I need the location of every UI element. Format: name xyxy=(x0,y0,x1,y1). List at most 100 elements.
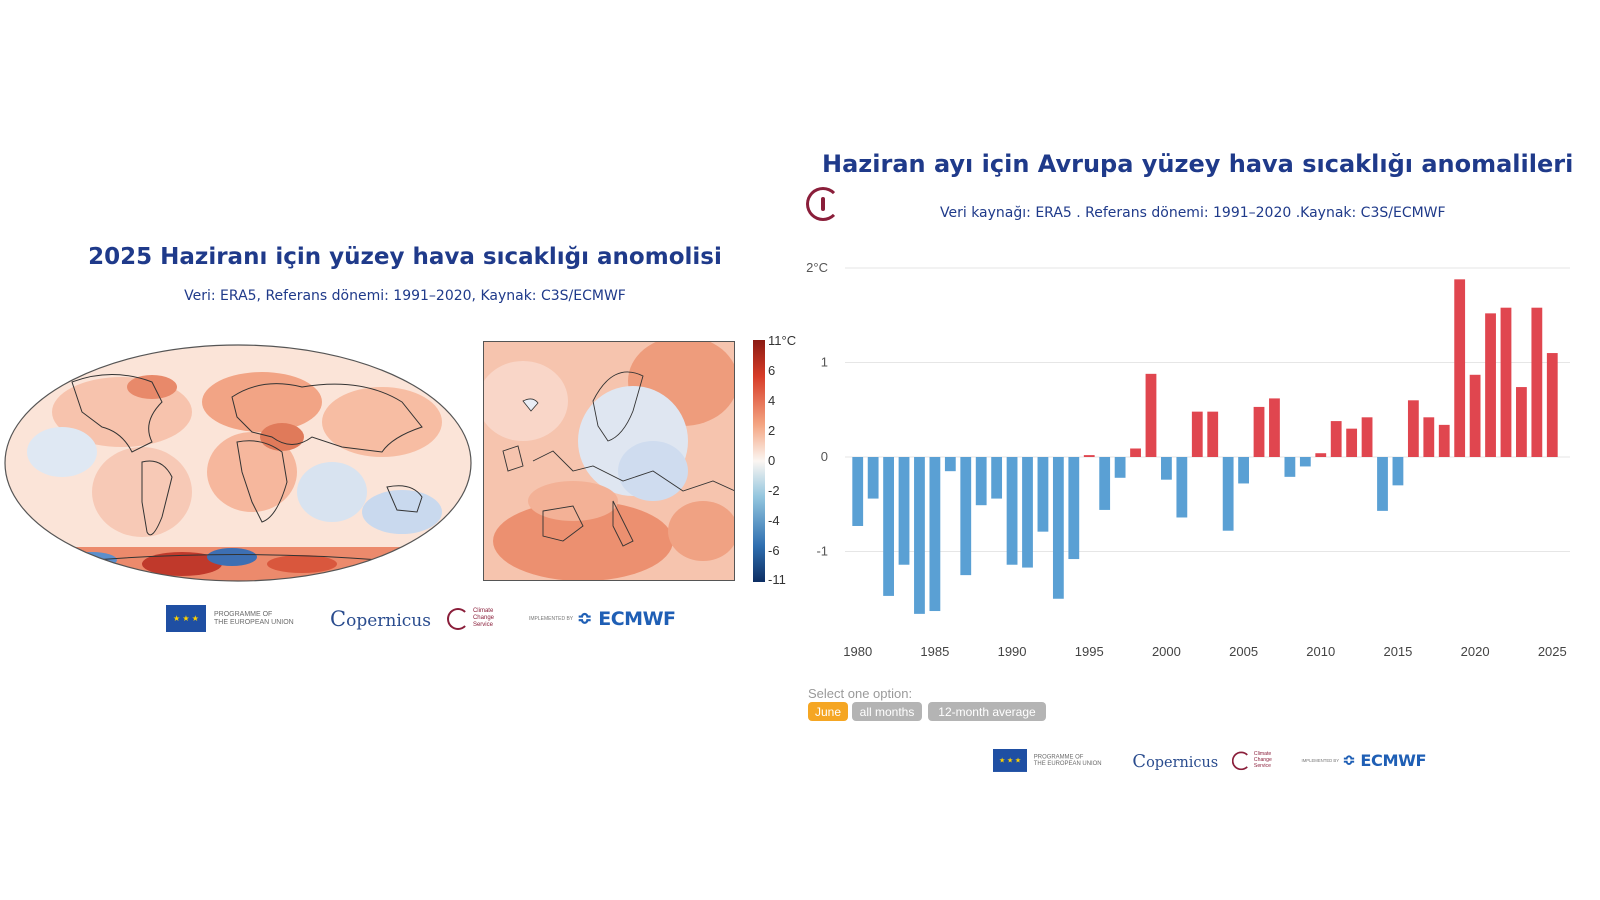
bar-1997[interactable] xyxy=(1114,457,1126,478)
bar-1981[interactable] xyxy=(867,457,879,499)
implemented-by-text: IMPLEMENTED BY xyxy=(528,615,574,622)
bar-2008[interactable] xyxy=(1284,457,1296,477)
colorbar-label: 2 xyxy=(768,423,776,438)
chart-subtitle: Veri kaynağı: ERA5 . Referans dönemi: 19… xyxy=(940,205,1446,221)
chart-title: Haziran ayı için Avrupa yüzey hava sıcak… xyxy=(822,150,1574,178)
options-label: Select one option: xyxy=(808,686,913,701)
eu-flag-icon: ★ ★ ★ xyxy=(166,605,206,632)
bar-2025[interactable] xyxy=(1546,353,1558,457)
c3s-ring-icon xyxy=(446,607,469,630)
eu-flag-icon: ★ ★ ★ xyxy=(993,749,1027,772)
right-logo-strip: ★ ★ ★ PROGRAMME OF THE EUROPEAN UNION Co… xyxy=(993,749,1427,772)
y-tick-label: 1 xyxy=(821,355,828,370)
bar-2024[interactable] xyxy=(1531,307,1543,457)
bar-1982[interactable] xyxy=(883,457,894,596)
ecmwf-logo: IMPLEMENTED BY ≎ ECMWF xyxy=(1302,751,1427,770)
bar-1987[interactable] xyxy=(960,457,972,576)
bar-2009[interactable] xyxy=(1299,457,1311,467)
bar-1993[interactable] xyxy=(1052,457,1064,599)
colorbar xyxy=(753,340,765,582)
c3s-badge-icon xyxy=(806,187,840,221)
option-june-button[interactable]: June xyxy=(808,702,848,721)
eu-logo-text: PROGRAMME OF THE EUROPEAN UNION xyxy=(214,610,294,626)
bar-1983[interactable] xyxy=(898,457,910,565)
bar-2000[interactable] xyxy=(1161,457,1172,480)
bar-2023[interactable] xyxy=(1516,387,1527,457)
x-tick-label: 1990 xyxy=(998,644,1027,659)
y-tick-label: 2°C xyxy=(806,260,828,275)
colorbar-label: -4 xyxy=(768,513,780,528)
bar-2010[interactable] xyxy=(1315,453,1327,457)
map-subtitle: Veri: ERA5, Referans dönemi: 1991–2020, … xyxy=(184,288,626,304)
bar-2017[interactable] xyxy=(1423,417,1435,457)
bar-1992[interactable] xyxy=(1037,457,1049,532)
copernicus-logo: Copernicus xyxy=(1132,750,1219,771)
bar-1995[interactable] xyxy=(1083,455,1095,457)
bar-1984[interactable] xyxy=(914,457,925,614)
bar-2002[interactable] xyxy=(1191,411,1203,457)
c3s-logo-text: Climate Change Service xyxy=(472,608,494,628)
bar-2012[interactable] xyxy=(1346,428,1358,457)
option-all-months-button[interactable]: all months xyxy=(852,702,922,721)
bar-1994[interactable] xyxy=(1068,457,1080,560)
bar-2014[interactable] xyxy=(1377,457,1388,511)
copernicus-logo: Copernicus xyxy=(330,606,431,631)
eu-logo-text: PROGRAMME OF THE EUROPEAN UNION xyxy=(1033,753,1102,767)
x-tick-label: 1985 xyxy=(920,644,949,659)
x-tick-label: 2025 xyxy=(1538,644,1567,659)
bar-2007[interactable] xyxy=(1269,398,1280,457)
bar-2013[interactable] xyxy=(1361,417,1373,457)
implemented-by-text: IMPLEMENTED BY xyxy=(1301,757,1340,764)
bar-1996[interactable] xyxy=(1099,457,1111,510)
colorbar-label: 11°C xyxy=(768,333,797,348)
colorbar-label: 0 xyxy=(768,453,776,468)
option-12-month-average-button[interactable]: 12-month average xyxy=(928,702,1046,721)
bar-2003[interactable] xyxy=(1207,411,1219,457)
bar-1991[interactable] xyxy=(1022,457,1033,568)
bar-1980[interactable] xyxy=(852,457,864,526)
x-tick-label: 2010 xyxy=(1306,644,1335,659)
x-tick-label: 2000 xyxy=(1152,644,1181,659)
bar-1986[interactable] xyxy=(944,457,956,472)
c3s-logo: Climate Change Service xyxy=(1231,751,1288,770)
europe-anomaly-map xyxy=(483,341,735,581)
world-anomaly-map xyxy=(4,344,472,582)
c3s-logo: Climate Change Service xyxy=(446,607,513,630)
x-tick-label: 1995 xyxy=(1075,644,1104,659)
bar-2018[interactable] xyxy=(1438,424,1450,457)
x-tick-label: 1980 xyxy=(843,644,872,659)
bar-1988[interactable] xyxy=(975,457,987,506)
x-tick-label: 2020 xyxy=(1461,644,1490,659)
bar-2005[interactable] xyxy=(1238,457,1249,484)
x-tick-label: 2005 xyxy=(1229,644,1258,659)
eu-logo: ★ ★ ★ PROGRAMME OF THE EUROPEAN UNION xyxy=(166,605,314,632)
colorbar-label: -6 xyxy=(768,543,780,558)
bar-2001[interactable] xyxy=(1176,457,1188,518)
anomaly-bar-chart: 2°C 1 0 -1 1980 1985 1990 1995 2000 2005 2010 2015 2… xyxy=(806,260,1570,659)
bar-2004[interactable] xyxy=(1222,457,1234,531)
bar-2006[interactable] xyxy=(1253,406,1265,457)
bar-2021[interactable] xyxy=(1485,313,1496,457)
colorbar-label: 4 xyxy=(768,393,776,408)
bar-2015[interactable] xyxy=(1392,457,1404,486)
ecmwf-symbol-icon: ≎ xyxy=(577,608,593,628)
bar-2011[interactable] xyxy=(1330,421,1342,457)
bar-2016[interactable] xyxy=(1407,400,1419,457)
colorbar-label: -2 xyxy=(768,483,780,498)
map-title: 2025 Haziranı için yüzey hava sıcaklığı … xyxy=(88,244,722,270)
bar-2019[interactable] xyxy=(1454,279,1466,457)
y-tick-label: 0 xyxy=(821,449,828,464)
bar-2020[interactable] xyxy=(1469,374,1481,457)
c3s-logo-text: Climate Change Service xyxy=(1253,751,1272,769)
c3s-ring-icon xyxy=(1231,751,1251,770)
colorbar-label: -11 xyxy=(768,572,786,587)
bar-1998[interactable] xyxy=(1130,448,1141,457)
ecmwf-logo-text: ECMWF xyxy=(1360,751,1427,770)
bar-2022[interactable] xyxy=(1500,307,1512,457)
ecmwf-symbol-icon: ≎ xyxy=(1342,751,1356,769)
bar-1990[interactable] xyxy=(1006,457,1018,565)
bar-1999[interactable] xyxy=(1145,373,1157,457)
x-tick-label: 2015 xyxy=(1383,644,1412,659)
bar-1985[interactable] xyxy=(929,457,941,612)
bar-1989[interactable] xyxy=(991,457,1003,499)
